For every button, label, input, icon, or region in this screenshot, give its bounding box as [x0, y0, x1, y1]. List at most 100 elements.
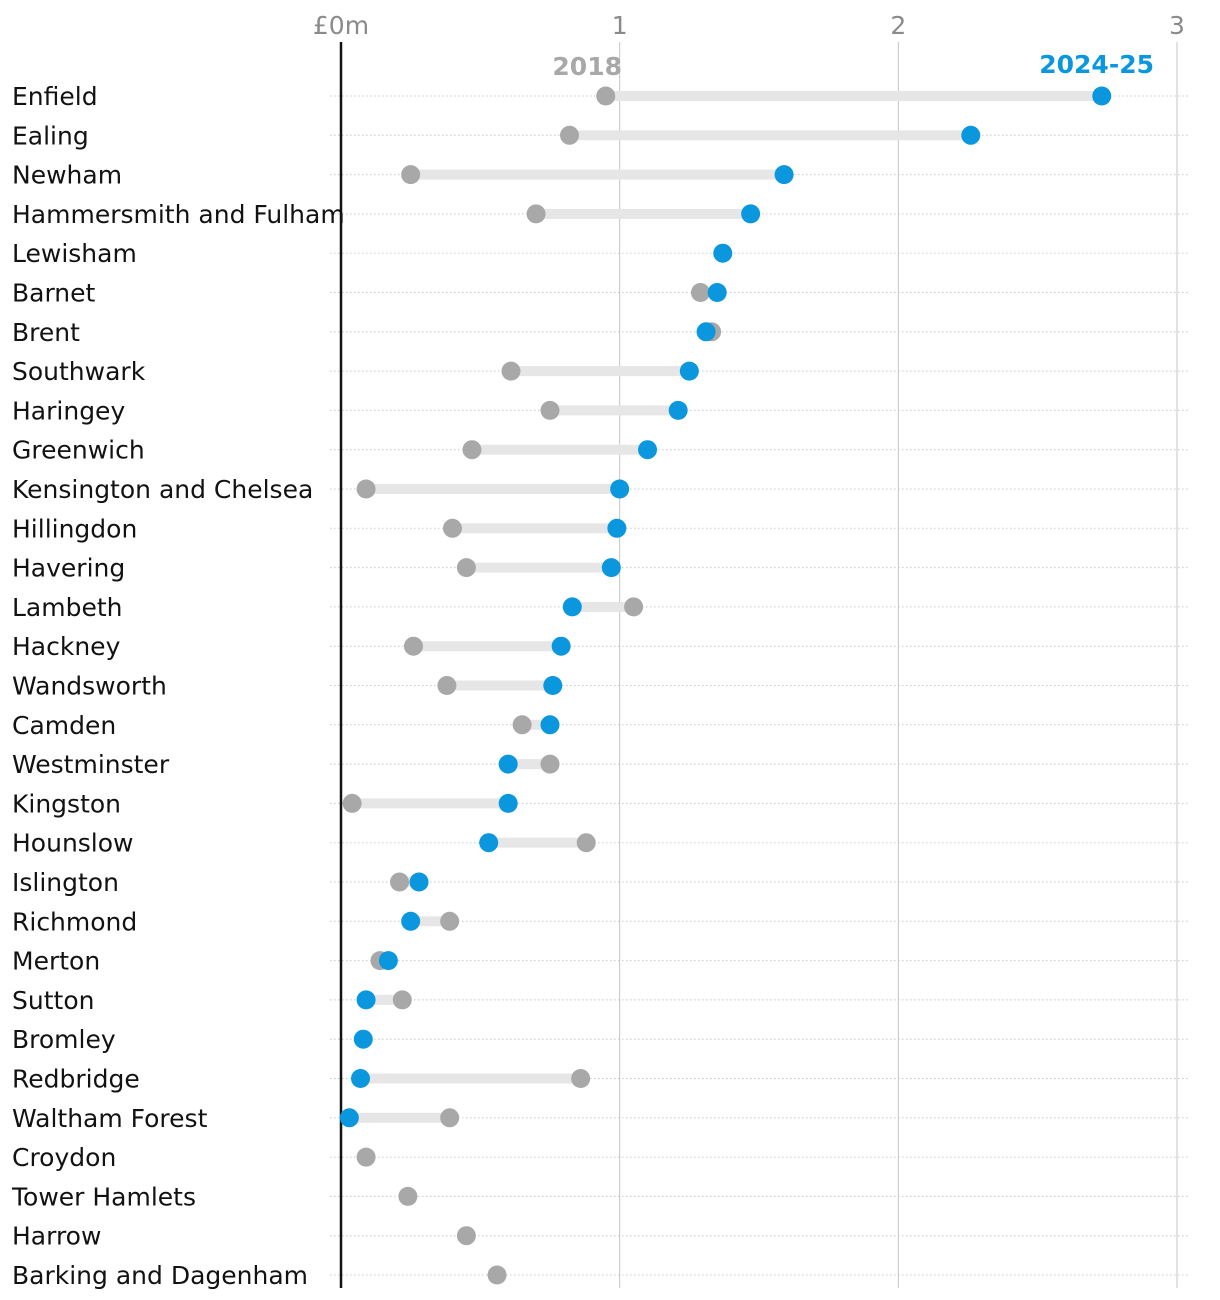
- row-croydon: Croydon: [12, 1143, 376, 1172]
- row-label: Camden: [12, 711, 116, 740]
- row-label: Redbridge: [12, 1065, 140, 1094]
- dot-2024-25: [679, 361, 699, 381]
- dot-2018: [540, 754, 560, 774]
- legend-2024-25: 2024-25: [1039, 50, 1154, 79]
- dot-2024-25: [610, 479, 630, 499]
- row-label: Harrow: [12, 1222, 101, 1251]
- row-westminster: Westminster: [12, 750, 560, 779]
- connector-bar: [488, 837, 587, 848]
- row-enfield: Enfield: [12, 82, 1112, 111]
- row-camden: Camden: [12, 711, 560, 740]
- row-label: Kingston: [12, 789, 121, 818]
- row-label: Lambeth: [12, 593, 123, 622]
- row-label: Islington: [12, 868, 119, 897]
- dot-2018: [456, 1226, 476, 1246]
- dot-2018: [390, 872, 410, 892]
- row-label: Sutton: [12, 986, 94, 1015]
- connector-bar: [508, 759, 550, 770]
- row-label: Newham: [12, 161, 122, 190]
- dot-2024-25: [638, 440, 658, 460]
- dot-2024-25: [961, 125, 981, 145]
- x-tick-label: 3: [1169, 11, 1185, 40]
- row-kingston: Kingston: [12, 789, 518, 818]
- row-hammersmith-and-fulham: Hammersmith and Fulham: [12, 200, 761, 229]
- row-label: Barnet: [12, 279, 96, 308]
- row-merton: Merton: [12, 947, 398, 976]
- row-hillingdon: Hillingdon: [12, 514, 627, 543]
- connector-bar: [572, 601, 634, 612]
- connector-bar: [466, 562, 612, 573]
- dot-2024-25: [543, 676, 563, 695]
- x-axis: £0m 1 2 3: [313, 11, 1185, 1288]
- connector-bar: [471, 444, 648, 455]
- row-waltham-forest: Waltham Forest: [12, 1104, 460, 1133]
- dot-2018: [487, 1265, 507, 1285]
- connector-bar: [510, 366, 690, 377]
- dot-2024-25: [356, 990, 376, 1010]
- row-sutton: Sutton: [12, 986, 412, 1015]
- row-label: Waltham Forest: [12, 1104, 208, 1133]
- dot-2018: [403, 636, 423, 656]
- connector-bar: [360, 1073, 581, 1084]
- dot-2024-25: [601, 558, 621, 578]
- row-haringey: Haringey: [12, 396, 688, 425]
- row-label: Barking and Dagenham: [12, 1261, 308, 1290]
- row-southwark: Southwark: [12, 357, 699, 386]
- row-harrow: Harrow: [12, 1222, 476, 1251]
- row-label: Brent: [12, 318, 80, 347]
- connector-bar: [452, 523, 617, 534]
- connector-bar: [352, 798, 509, 809]
- row-label: Havering: [12, 554, 125, 583]
- dot-2018: [571, 1069, 591, 1088]
- dot-2024-25: [551, 636, 571, 656]
- connector-bar: [410, 169, 785, 180]
- dot-2018: [560, 125, 580, 145]
- dot-2018: [342, 793, 362, 813]
- row-lewisham: Lewisham: [12, 239, 733, 268]
- row-barking-and-dagenham: Barking and Dagenham: [12, 1261, 507, 1290]
- row-lambeth: Lambeth: [12, 593, 644, 622]
- dot-2024-25: [351, 1069, 371, 1088]
- row-richmond: Richmond: [12, 907, 460, 936]
- dot-2018: [624, 597, 644, 617]
- row-havering: Havering: [12, 554, 621, 583]
- row-label: Lewisham: [12, 239, 137, 268]
- row-hounslow: Hounslow: [12, 829, 596, 858]
- row-label: Merton: [12, 947, 100, 976]
- connector-bar: [446, 680, 553, 691]
- connector-bar: [366, 484, 620, 494]
- x-tick-label: 1: [612, 11, 628, 40]
- row-label: Hammersmith and Fulham: [12, 200, 345, 229]
- grid-layer: [330, 42, 1188, 1288]
- connector-bar: [536, 208, 751, 219]
- connector-bar: [605, 91, 1102, 101]
- rows: Enfield Ealing Newham Hammersmith and Fulha…: [11, 82, 1112, 1290]
- connector-bar: [413, 641, 562, 652]
- dot-2018: [540, 400, 560, 420]
- row-brent: Brent: [12, 318, 722, 347]
- dot-2024-25: [562, 597, 582, 617]
- dot-2018: [462, 440, 482, 460]
- dot-2018: [398, 1186, 418, 1206]
- row-wandsworth: Wandsworth: [12, 672, 563, 701]
- dot-2018: [576, 833, 596, 853]
- row-label: Southwark: [12, 357, 146, 386]
- connector-bar: [550, 405, 679, 416]
- dot-2018: [392, 990, 412, 1010]
- dot-2018: [596, 86, 616, 106]
- connector-bar: [366, 994, 403, 1005]
- row-ealing: Ealing: [12, 121, 981, 150]
- dot-2024-25: [707, 283, 727, 302]
- row-label: Hounslow: [12, 829, 134, 858]
- dot-2024-25: [498, 793, 518, 813]
- dot-2024-25: [1092, 86, 1112, 106]
- dot-2024-25: [353, 1029, 373, 1049]
- row-label: Haringey: [12, 396, 125, 425]
- dot-2018: [356, 1147, 376, 1167]
- row-hackney: Hackney: [12, 632, 571, 661]
- row-label: Enfield: [12, 82, 98, 111]
- dot-2024-25: [540, 715, 560, 735]
- dot-2018: [690, 283, 710, 302]
- x-tick-label: 2: [890, 11, 906, 40]
- row-label: Bromley: [12, 1025, 116, 1054]
